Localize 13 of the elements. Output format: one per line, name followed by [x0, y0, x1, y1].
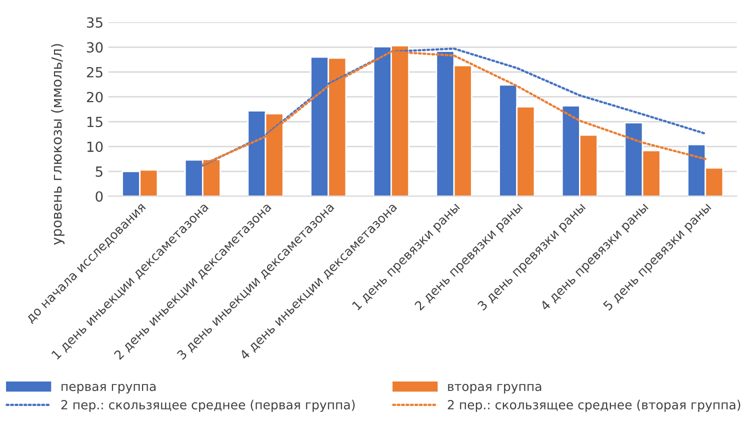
y-tick-label: 30	[86, 42, 103, 53]
legend-label: первая группа	[62, 384, 156, 394]
y-tick-label: 10	[87, 142, 103, 152]
y-tick-label: 25	[86, 66, 102, 78]
y-tick-label: 20	[86, 92, 103, 102]
legend-label: 2 пер.: скользящее среднее (вторая группа)	[448, 400, 740, 412]
y-tick-label: 5	[96, 166, 102, 177]
y-axis-title: уровень глюкозы (ммоль/л)	[51, 44, 64, 245]
y-tick-label: 15	[87, 116, 102, 128]
legend-label: вторая группа	[448, 384, 542, 394]
y-tick-label: 35	[86, 17, 102, 28]
y-tick-label: 0	[96, 191, 103, 202]
legend-label: 2 пер.: скользящее среднее (первая группа)	[61, 400, 355, 412]
